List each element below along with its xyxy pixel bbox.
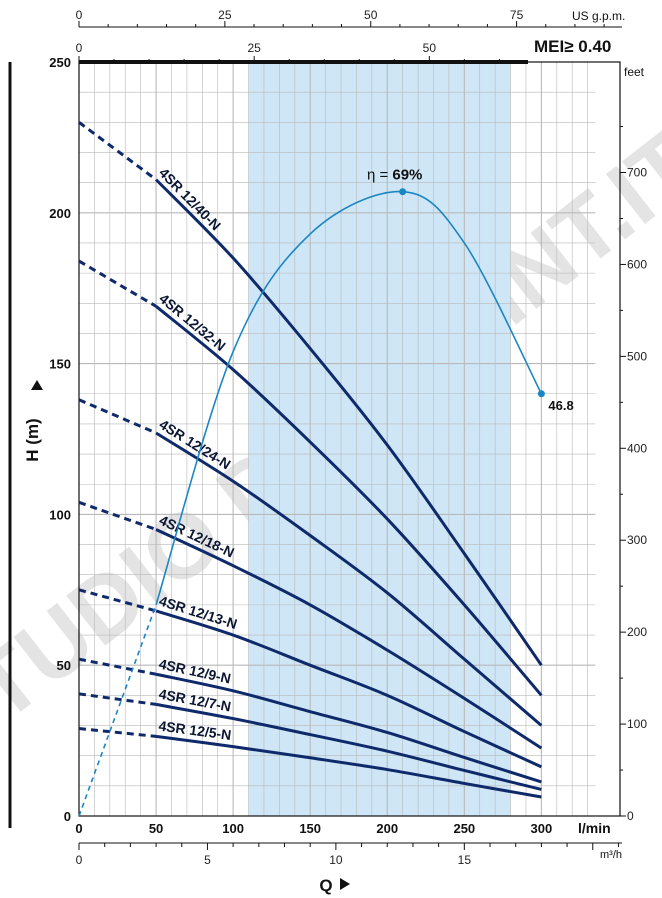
curve-dashed-segment bbox=[78, 657, 157, 676]
curve-solid-segment bbox=[155, 672, 542, 784]
us-gpm-tick-label: 75 bbox=[510, 8, 524, 22]
curve-dashed-segment bbox=[78, 398, 157, 435]
right-tick-label: 400 bbox=[627, 441, 647, 455]
curve-solid-segment bbox=[155, 609, 543, 769]
right-axis-ticks: 0 100 200 300 400 500 600 700 bbox=[620, 126, 647, 823]
left-tick-label: 150 bbox=[49, 357, 71, 372]
efficiency-curve: η = 69% 46.8 bbox=[78, 167, 574, 817]
bottom-tick-label: 150 bbox=[299, 821, 321, 836]
curve-dashed-segment bbox=[78, 259, 157, 308]
efficiency-end-label: 46.8 bbox=[548, 398, 573, 413]
efficiency-label-value: 69% bbox=[392, 167, 422, 184]
curve-dashed-segment bbox=[78, 500, 157, 531]
x-axis-title-text: Q bbox=[319, 876, 332, 895]
usgpm-unit-label: US g.p.m. bbox=[572, 9, 625, 23]
grid bbox=[79, 62, 596, 816]
imp-gpm-tick-label: 25 bbox=[247, 41, 261, 55]
curve-label: 4SR 12/40-N bbox=[156, 165, 224, 234]
efficiency-end-marker bbox=[537, 390, 545, 398]
bottom-tick-label: 200 bbox=[376, 821, 398, 836]
curve-solid-segment bbox=[155, 702, 542, 791]
right-tick-label: 300 bbox=[627, 533, 647, 547]
y-axis-arrow-icon bbox=[31, 380, 43, 390]
curve-solid-segment bbox=[155, 431, 543, 727]
right-tick-label: 100 bbox=[627, 717, 647, 731]
mei-label: MEI≥ 0.40 bbox=[534, 37, 611, 56]
efficiency-solid-segment bbox=[155, 190, 543, 606]
m3h-tick-label: 0 bbox=[76, 853, 83, 867]
bottom-tick-label: 50 bbox=[149, 821, 163, 836]
efficiency-dashed-segment bbox=[78, 604, 157, 817]
curve-solid-segment bbox=[155, 528, 543, 750]
bep-band bbox=[248, 62, 511, 816]
imp-gpm-tick-label: 0 bbox=[76, 41, 83, 55]
curve-dashed-segment bbox=[78, 727, 157, 738]
m3h-axis: 0 5 10 15 bbox=[76, 842, 622, 867]
left-tick-label: 200 bbox=[49, 206, 71, 221]
us-gpm-tick-label: 50 bbox=[364, 8, 378, 22]
lmin-unit-label: l/min bbox=[578, 820, 611, 836]
m3h-tick-label: 15 bbox=[458, 853, 472, 867]
us-gpm-tick-label: 0 bbox=[76, 8, 83, 22]
right-tick-label: 700 bbox=[627, 166, 647, 180]
curve-dashed-segment bbox=[78, 692, 157, 706]
curve-solid-segment bbox=[155, 305, 543, 697]
bottom-axis-ticks: 0 50 100 150 200 250 300 bbox=[75, 821, 552, 836]
right-tick-label: 600 bbox=[627, 257, 647, 271]
bottom-tick-label: 250 bbox=[453, 821, 475, 836]
feet-unit-label: feet bbox=[624, 65, 645, 79]
curve-solid-segment bbox=[154, 178, 543, 667]
efficiency-label: η = 69% bbox=[367, 167, 422, 184]
imp-gpm-tick-label: 50 bbox=[423, 41, 437, 55]
bottom-tick-label: 0 bbox=[75, 821, 82, 836]
x-axis-title: Q bbox=[319, 876, 350, 895]
bottom-tick-label: 100 bbox=[222, 821, 244, 836]
left-axis-ticks: 0 50 100 150 200 250 bbox=[49, 55, 71, 824]
left-tick-label: 250 bbox=[49, 55, 71, 70]
left-tick-label: 0 bbox=[64, 809, 71, 824]
curve-dashed-segment bbox=[78, 588, 157, 613]
left-tick-label: 100 bbox=[49, 507, 71, 522]
x-axis-arrow-icon bbox=[340, 878, 350, 890]
top-axes: 0 25 50 75 0 25 50 bbox=[76, 8, 622, 62]
curve-label: 4SR 12/24-N bbox=[156, 416, 233, 473]
curve-solid-segment bbox=[155, 734, 542, 799]
right-tick-label: 200 bbox=[627, 625, 647, 639]
curve-dashed-segment bbox=[78, 121, 157, 181]
y-axis-title-text: H (m) bbox=[23, 418, 42, 461]
bottom-tick-label: 300 bbox=[531, 821, 553, 836]
efficiency-peak-marker bbox=[399, 188, 407, 196]
right-tick-label: 0 bbox=[627, 809, 634, 823]
m3h-unit-label: m³/h bbox=[600, 849, 622, 861]
m3h-tick-label: 5 bbox=[204, 853, 211, 867]
y-axis-title: H (m) bbox=[23, 380, 43, 462]
right-tick-label: 500 bbox=[627, 349, 647, 363]
us-gpm-tick-label: 25 bbox=[218, 8, 232, 22]
left-tick-label: 50 bbox=[57, 658, 71, 673]
efficiency-label-prefix: η = bbox=[367, 167, 392, 184]
m3h-tick-label: 10 bbox=[329, 853, 343, 867]
